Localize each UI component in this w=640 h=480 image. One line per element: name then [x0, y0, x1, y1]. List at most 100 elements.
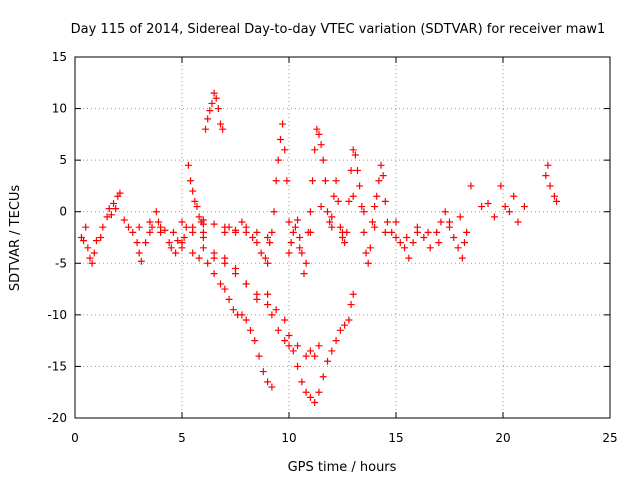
data-point	[349, 192, 357, 200]
data-point	[371, 203, 379, 211]
data-point	[191, 197, 199, 205]
data-point	[467, 182, 475, 190]
data-point	[253, 295, 261, 303]
data-point	[311, 146, 319, 154]
data-point	[246, 326, 254, 334]
data-point	[317, 203, 325, 211]
data-point	[264, 290, 272, 298]
data-point	[120, 216, 128, 224]
data-point	[107, 211, 115, 219]
data-point	[210, 220, 218, 228]
y-axis-label: SDTVAR / TECUs	[8, 185, 23, 292]
data-point	[221, 285, 229, 293]
data-point	[135, 223, 143, 231]
data-point	[302, 388, 310, 396]
data-point	[97, 234, 105, 241]
data-point	[347, 166, 355, 174]
data-point	[424, 228, 432, 236]
data-point	[270, 208, 278, 216]
data-point	[268, 383, 276, 391]
data-point	[311, 352, 319, 360]
data-point	[319, 373, 327, 381]
data-point	[103, 213, 111, 221]
data-point	[167, 244, 175, 252]
data-point	[189, 187, 197, 195]
data-point	[221, 254, 229, 262]
data-point	[221, 223, 229, 231]
data-point	[242, 280, 250, 288]
data-point	[326, 218, 334, 226]
data-point	[328, 213, 336, 221]
data-point	[520, 203, 528, 211]
data-markers	[77, 89, 560, 407]
data-point	[300, 270, 308, 278]
data-point	[154, 218, 162, 226]
data-point	[129, 228, 137, 236]
data-point	[514, 218, 522, 226]
data-point	[315, 342, 323, 350]
y-tick-label: 10	[52, 102, 67, 116]
data-point	[381, 228, 389, 236]
data-point	[413, 223, 421, 231]
data-point	[319, 156, 327, 164]
y-tick-label: -15	[47, 359, 67, 373]
data-point	[311, 399, 319, 407]
data-point	[135, 249, 143, 257]
data-point	[212, 94, 220, 102]
y-tick-label: 0	[59, 205, 67, 219]
data-point	[358, 203, 366, 211]
data-point	[148, 223, 156, 231]
x-tick-label: 20	[495, 431, 510, 445]
data-point	[238, 311, 246, 319]
data-point	[80, 237, 88, 245]
data-point	[146, 218, 154, 226]
data-point	[178, 244, 186, 252]
data-point	[285, 249, 293, 257]
data-point	[255, 352, 263, 360]
data-point	[302, 259, 310, 267]
data-point	[210, 270, 218, 278]
data-point	[99, 223, 107, 231]
data-point	[105, 205, 113, 213]
data-point	[202, 125, 210, 133]
data-point	[272, 177, 280, 185]
data-point	[351, 151, 359, 159]
data-point	[409, 239, 417, 247]
data-point	[542, 172, 550, 180]
data-point	[266, 239, 274, 247]
data-point	[345, 197, 353, 205]
data-point	[324, 357, 332, 365]
data-point	[405, 254, 413, 262]
data-point	[133, 239, 141, 247]
data-point	[315, 130, 323, 138]
data-point	[210, 89, 218, 97]
data-point	[364, 259, 372, 267]
data-point	[157, 223, 165, 231]
x-tick-label: 5	[178, 431, 186, 445]
data-point	[463, 228, 471, 236]
data-point	[283, 177, 291, 185]
data-point	[195, 254, 203, 262]
data-point	[306, 208, 314, 216]
data-point	[433, 228, 441, 236]
data-point	[249, 234, 257, 241]
data-point	[544, 161, 552, 169]
x-tick-label: 25	[602, 431, 617, 445]
data-point	[388, 228, 396, 236]
data-point	[84, 244, 92, 252]
data-point	[276, 136, 284, 144]
data-point	[92, 237, 100, 245]
data-point	[306, 393, 314, 401]
data-point	[360, 228, 368, 236]
data-point	[375, 177, 383, 185]
data-point	[317, 141, 325, 149]
data-point	[296, 234, 304, 241]
data-point	[125, 223, 132, 231]
data-point	[336, 223, 344, 231]
data-point	[229, 306, 237, 314]
data-point	[281, 146, 289, 154]
data-point	[368, 218, 376, 226]
data-point	[199, 228, 207, 236]
data-point	[550, 192, 558, 200]
